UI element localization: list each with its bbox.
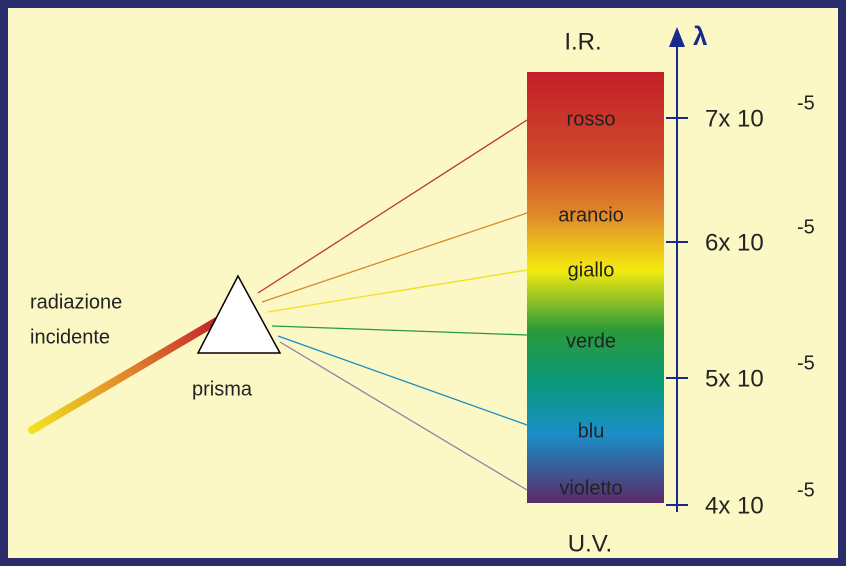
ray [257, 119, 528, 294]
ray [279, 341, 528, 491]
color-label: rosso [567, 108, 616, 130]
ray [271, 325, 528, 336]
color-label: blu [578, 420, 605, 442]
axis-arrow [669, 27, 685, 47]
incident-label: radiazione [30, 291, 122, 313]
incident-label: incidente [30, 326, 110, 348]
ray [267, 269, 528, 313]
ray [277, 335, 528, 426]
prism [196, 274, 282, 354]
tick-exponent: -5 [797, 92, 815, 114]
incident-beam [28, 314, 226, 434]
tick-label: 5x 10 [705, 365, 764, 392]
background [8, 8, 838, 558]
rays [257, 119, 528, 491]
color-label: arancio [558, 204, 624, 226]
ray [261, 212, 528, 303]
tick-label: 6x 10 [705, 229, 764, 256]
color-label: verde [566, 330, 616, 352]
spectrum [527, 72, 664, 503]
uv-label: U.V. [568, 530, 612, 557]
tick-label: 7x 10 [705, 105, 764, 132]
tick-label: 4x 10 [705, 492, 764, 519]
prism-label: prisma [192, 378, 253, 400]
tick-exponent: -5 [797, 352, 815, 374]
color-label: giallo [568, 259, 615, 281]
tick-exponent: -5 [797, 479, 815, 501]
tick-exponent: -5 [797, 216, 815, 238]
color-label: violetto [559, 477, 622, 499]
ir-label: I.R. [564, 28, 601, 55]
axis-symbol: λ [693, 21, 708, 51]
